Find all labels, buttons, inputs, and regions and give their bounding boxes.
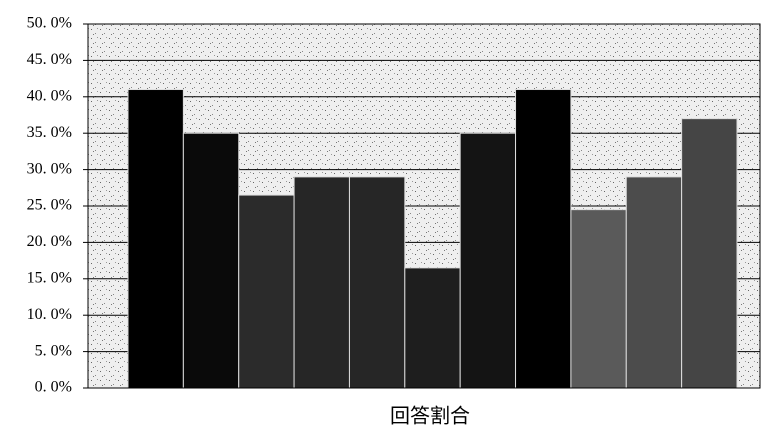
- y-tick-label: 50. 0%: [27, 15, 72, 32]
- bar: [625, 176, 683, 389]
- y-tick-label: 45. 0%: [27, 51, 72, 68]
- y-tick-label: 40. 0%: [27, 87, 72, 104]
- bar: [293, 176, 350, 389]
- y-tick-label: 25. 0%: [27, 197, 72, 214]
- bar: [127, 89, 184, 389]
- y-tick-label: 15. 0%: [27, 269, 72, 286]
- bar: [459, 132, 517, 389]
- bar: [570, 209, 627, 389]
- bar: [182, 132, 240, 389]
- y-tick-label: 20. 0%: [27, 233, 72, 250]
- y-tick-label: 35. 0%: [27, 124, 72, 141]
- bar: [515, 89, 572, 389]
- bar: [238, 194, 295, 389]
- y-tick-label: 10. 0%: [27, 306, 72, 323]
- bar: [404, 267, 461, 389]
- bar: [348, 176, 406, 389]
- y-tick-label: 0. 0%: [35, 379, 72, 396]
- y-tick-label: 5. 0%: [35, 342, 72, 359]
- bar: [681, 118, 738, 389]
- y-tick-label: 30. 0%: [27, 160, 72, 177]
- x-axis-label: 回答割合: [390, 405, 470, 428]
